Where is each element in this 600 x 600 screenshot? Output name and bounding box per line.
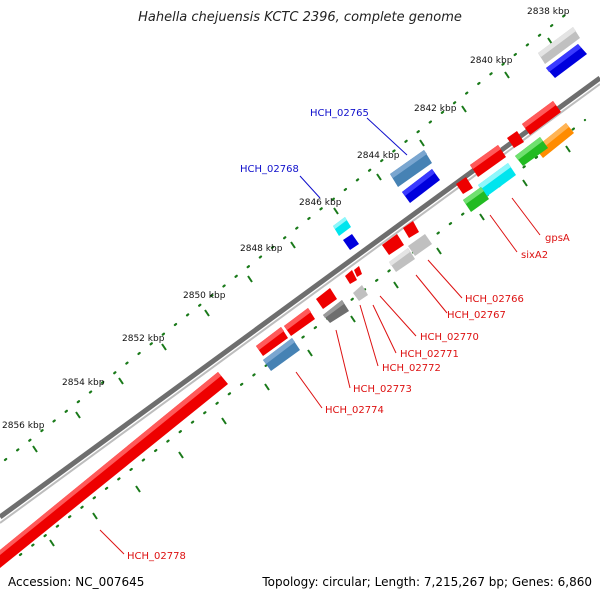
gene-label-hch-02767: HCH_02767 [447,310,506,321]
feature-hch-02772[interactable] [353,285,368,301]
feature-hch-02771[interactable] [345,270,357,284]
scale-label: 2846 kbp [299,198,342,208]
feature-red-2766-b[interactable] [382,234,404,255]
gene-label-hch-02766: HCH_02766 [465,294,524,305]
label-leader-lines [99,117,541,555]
feature-red-small-2840[interactable] [507,131,524,148]
map-title: Hahella chejuensis KCTC 2396, complete g… [138,10,462,25]
feature-hch-02766[interactable] [408,234,432,256]
scale-label: 2856 kbp [2,421,45,431]
feature-red-gpsa-region[interactable] [470,145,506,177]
feature-sixa2-green[interactable] [463,187,489,212]
feature-red-top-right[interactable] [522,101,561,135]
feature-hch-02765[interactable] [390,150,432,187]
feature-hch-02768[interactable] [333,217,351,236]
feature-hch-02778[interactable] [0,372,228,568]
feature-red-2773-a[interactable] [316,288,337,309]
reverse-features [0,101,574,568]
forward-features [333,27,587,250]
reverse-gene-labels: gpsA sixA2 HCH_02766 HCH_02767 HCH_02770… [127,233,570,562]
feature-blue-arrow-2844[interactable] [402,169,440,203]
feature-red-small-gpsa[interactable] [456,177,473,194]
scale-labels: 2838 kbp 2840 kbp 2842 kbp 2844 kbp 2846… [2,7,570,431]
feature-blue-small-2846[interactable] [343,234,359,250]
forward-gene-labels: HCH_02765 HCH_02768 [240,108,369,175]
feature-top-grey[interactable] [538,27,580,64]
feature-hch-02774[interactable] [263,338,300,371]
gene-label-hch-02768: HCH_02768 [240,164,299,175]
accession-text: Accession: NC_007645 [8,575,145,589]
outer-scale-track [3,13,567,462]
scale-label: 2854 kbp [62,378,105,388]
genome-summary-text: Topology: circular; Length: 7,215,267 bp… [262,575,592,589]
gene-label-gpsa: gpsA [545,233,570,244]
inner-major-ticks [49,145,571,547]
scale-label: 2848 kbp [240,244,283,254]
gene-label-hch-02771: HCH_02771 [400,349,459,360]
feature-green-top[interactable] [515,137,548,166]
gene-label-hch-02772: HCH_02772 [382,363,441,374]
gene-label-sixa2: sixA2 [521,250,548,261]
gene-label-hch-02773: HCH_02773 [353,384,412,395]
feature-red-2766-a[interactable] [403,221,419,238]
feature-hch-02770[interactable] [354,266,362,277]
feature-gpsa-cyan[interactable] [478,163,516,197]
gene-label-hch-02774: HCH_02774 [325,405,384,416]
inner-scale-track [18,118,587,557]
gene-label-hch-02770: HCH_02770 [420,332,479,343]
gene-label-hch-02765: HCH_02765 [310,108,369,119]
scale-label: 2838 kbp [527,7,570,17]
feature-hch-02773[interactable] [323,300,349,323]
scale-label: 2850 kbp [183,291,226,301]
scale-label: 2842 kbp [414,104,457,114]
scale-label: 2840 kbp [470,56,513,66]
gene-label-hch-02778: HCH_02778 [127,551,186,562]
scale-label: 2844 kbp [357,151,400,161]
feature-top-blue[interactable] [546,44,587,78]
feature-red-2774-a[interactable] [284,308,315,336]
outer-major-ticks [32,37,553,453]
feature-hch-02767[interactable] [389,248,415,272]
feature-red-2774-b[interactable] [256,327,288,356]
scale-label: 2852 kbp [122,334,165,344]
